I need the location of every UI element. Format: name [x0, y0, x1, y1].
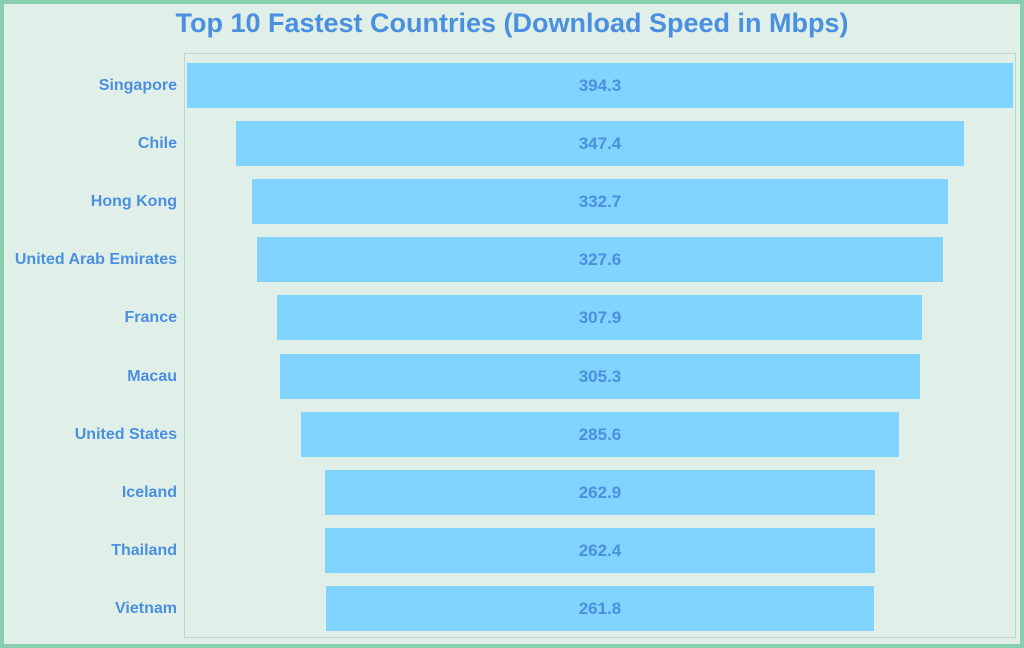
data-label: 307.9 [578, 308, 622, 328]
bar-3 [256, 237, 944, 283]
data-label: 285.6 [578, 424, 622, 444]
bar-6 [300, 411, 900, 457]
category-label: United States [74, 425, 177, 443]
bar-4 [277, 295, 923, 341]
data-label: 332.7 [578, 192, 622, 212]
bar-9 [325, 585, 875, 631]
data-label: 305.3 [578, 366, 622, 386]
category-label: Chile [137, 135, 177, 153]
chart-title: Top 10 Fastest Countries (Download Speed… [175, 8, 849, 38]
category-label: Vietnam [115, 599, 177, 617]
category-label: Iceland [121, 483, 177, 501]
data-label: 327.6 [578, 250, 622, 270]
bar-1 [236, 121, 964, 167]
bar-2 [251, 179, 949, 225]
category-label: France [124, 309, 177, 327]
data-label: 394.3 [578, 76, 622, 95]
bar-0 [187, 63, 1013, 108]
data-label: 262.9 [578, 482, 622, 502]
bar-5 [280, 353, 920, 399]
category-label: United Arab Emirates [14, 251, 177, 269]
plot-area [184, 53, 1016, 638]
data-label: 347.4 [578, 134, 622, 154]
data-label: 262.4 [578, 540, 622, 560]
category-label: Singapore [98, 77, 177, 94]
category-label: Thailand [111, 541, 177, 559]
bar-7 [324, 469, 876, 515]
category-label: Macau [127, 367, 177, 385]
bar-8 [325, 527, 875, 573]
category-label: Hong Kong [90, 193, 177, 211]
data-label: 261.8 [578, 598, 622, 618]
